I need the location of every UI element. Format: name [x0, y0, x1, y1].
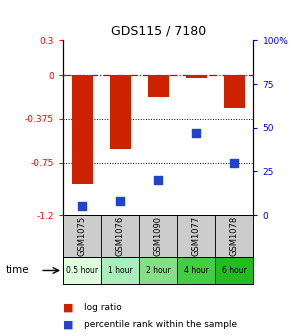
Text: GSM1075: GSM1075 [78, 216, 86, 256]
Text: log ratio: log ratio [84, 303, 121, 312]
Text: GSM1076: GSM1076 [116, 216, 125, 256]
Bar [186, 75, 207, 78]
Text: 4 hour: 4 hour [184, 266, 209, 275]
Bar [110, 75, 131, 149]
Bar [63, 257, 101, 284]
Bar [71, 75, 93, 183]
Bar [177, 257, 215, 284]
Bar [215, 215, 253, 257]
Title: GDS115 / 7180: GDS115 / 7180 [110, 25, 206, 38]
Bar [139, 215, 177, 257]
Text: ■: ■ [63, 302, 74, 312]
Bar [63, 215, 101, 257]
Text: 0.5 hour: 0.5 hour [66, 266, 98, 275]
Text: 2 hour: 2 hour [146, 266, 171, 275]
Point [80, 204, 84, 209]
Bar [101, 257, 139, 284]
Bar [148, 75, 169, 97]
Text: GSM1090: GSM1090 [154, 216, 163, 256]
Point [194, 130, 199, 136]
Bar [215, 257, 253, 284]
Point [232, 160, 237, 165]
Text: 6 hour: 6 hour [222, 266, 247, 275]
Bar [224, 75, 245, 108]
Point [118, 198, 122, 204]
Text: time: time [6, 265, 30, 276]
Bar [101, 215, 139, 257]
Bar [139, 257, 177, 284]
Text: 1 hour: 1 hour [108, 266, 132, 275]
Point [156, 177, 161, 183]
Text: GSM1078: GSM1078 [230, 216, 239, 256]
Text: percentile rank within the sample: percentile rank within the sample [84, 320, 237, 329]
Text: ■: ■ [63, 319, 74, 329]
Bar [177, 215, 215, 257]
Text: GSM1077: GSM1077 [192, 216, 201, 256]
